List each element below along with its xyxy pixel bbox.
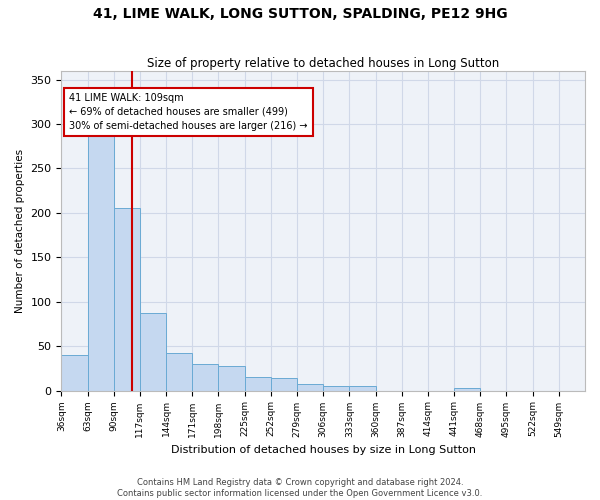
Bar	[218, 366, 245, 390]
Y-axis label: Number of detached properties: Number of detached properties	[15, 148, 25, 312]
Bar	[140, 314, 166, 390]
Bar	[166, 353, 193, 391]
Bar	[297, 384, 323, 390]
Bar	[245, 377, 271, 390]
Bar	[193, 364, 218, 390]
X-axis label: Distribution of detached houses by size in Long Sutton: Distribution of detached houses by size …	[171, 445, 476, 455]
Bar	[114, 208, 140, 390]
Bar	[271, 378, 297, 390]
Bar	[454, 388, 480, 390]
Bar	[61, 355, 88, 390]
Bar	[323, 386, 349, 390]
Text: Contains HM Land Registry data © Crown copyright and database right 2024.
Contai: Contains HM Land Registry data © Crown c…	[118, 478, 482, 498]
Bar	[349, 386, 376, 390]
Text: 41, LIME WALK, LONG SUTTON, SPALDING, PE12 9HG: 41, LIME WALK, LONG SUTTON, SPALDING, PE…	[92, 8, 508, 22]
Text: 41 LIME WALK: 109sqm
← 69% of detached houses are smaller (499)
30% of semi-deta: 41 LIME WALK: 109sqm ← 69% of detached h…	[69, 93, 308, 131]
Bar	[88, 133, 114, 390]
Title: Size of property relative to detached houses in Long Sutton: Size of property relative to detached ho…	[147, 56, 499, 70]
